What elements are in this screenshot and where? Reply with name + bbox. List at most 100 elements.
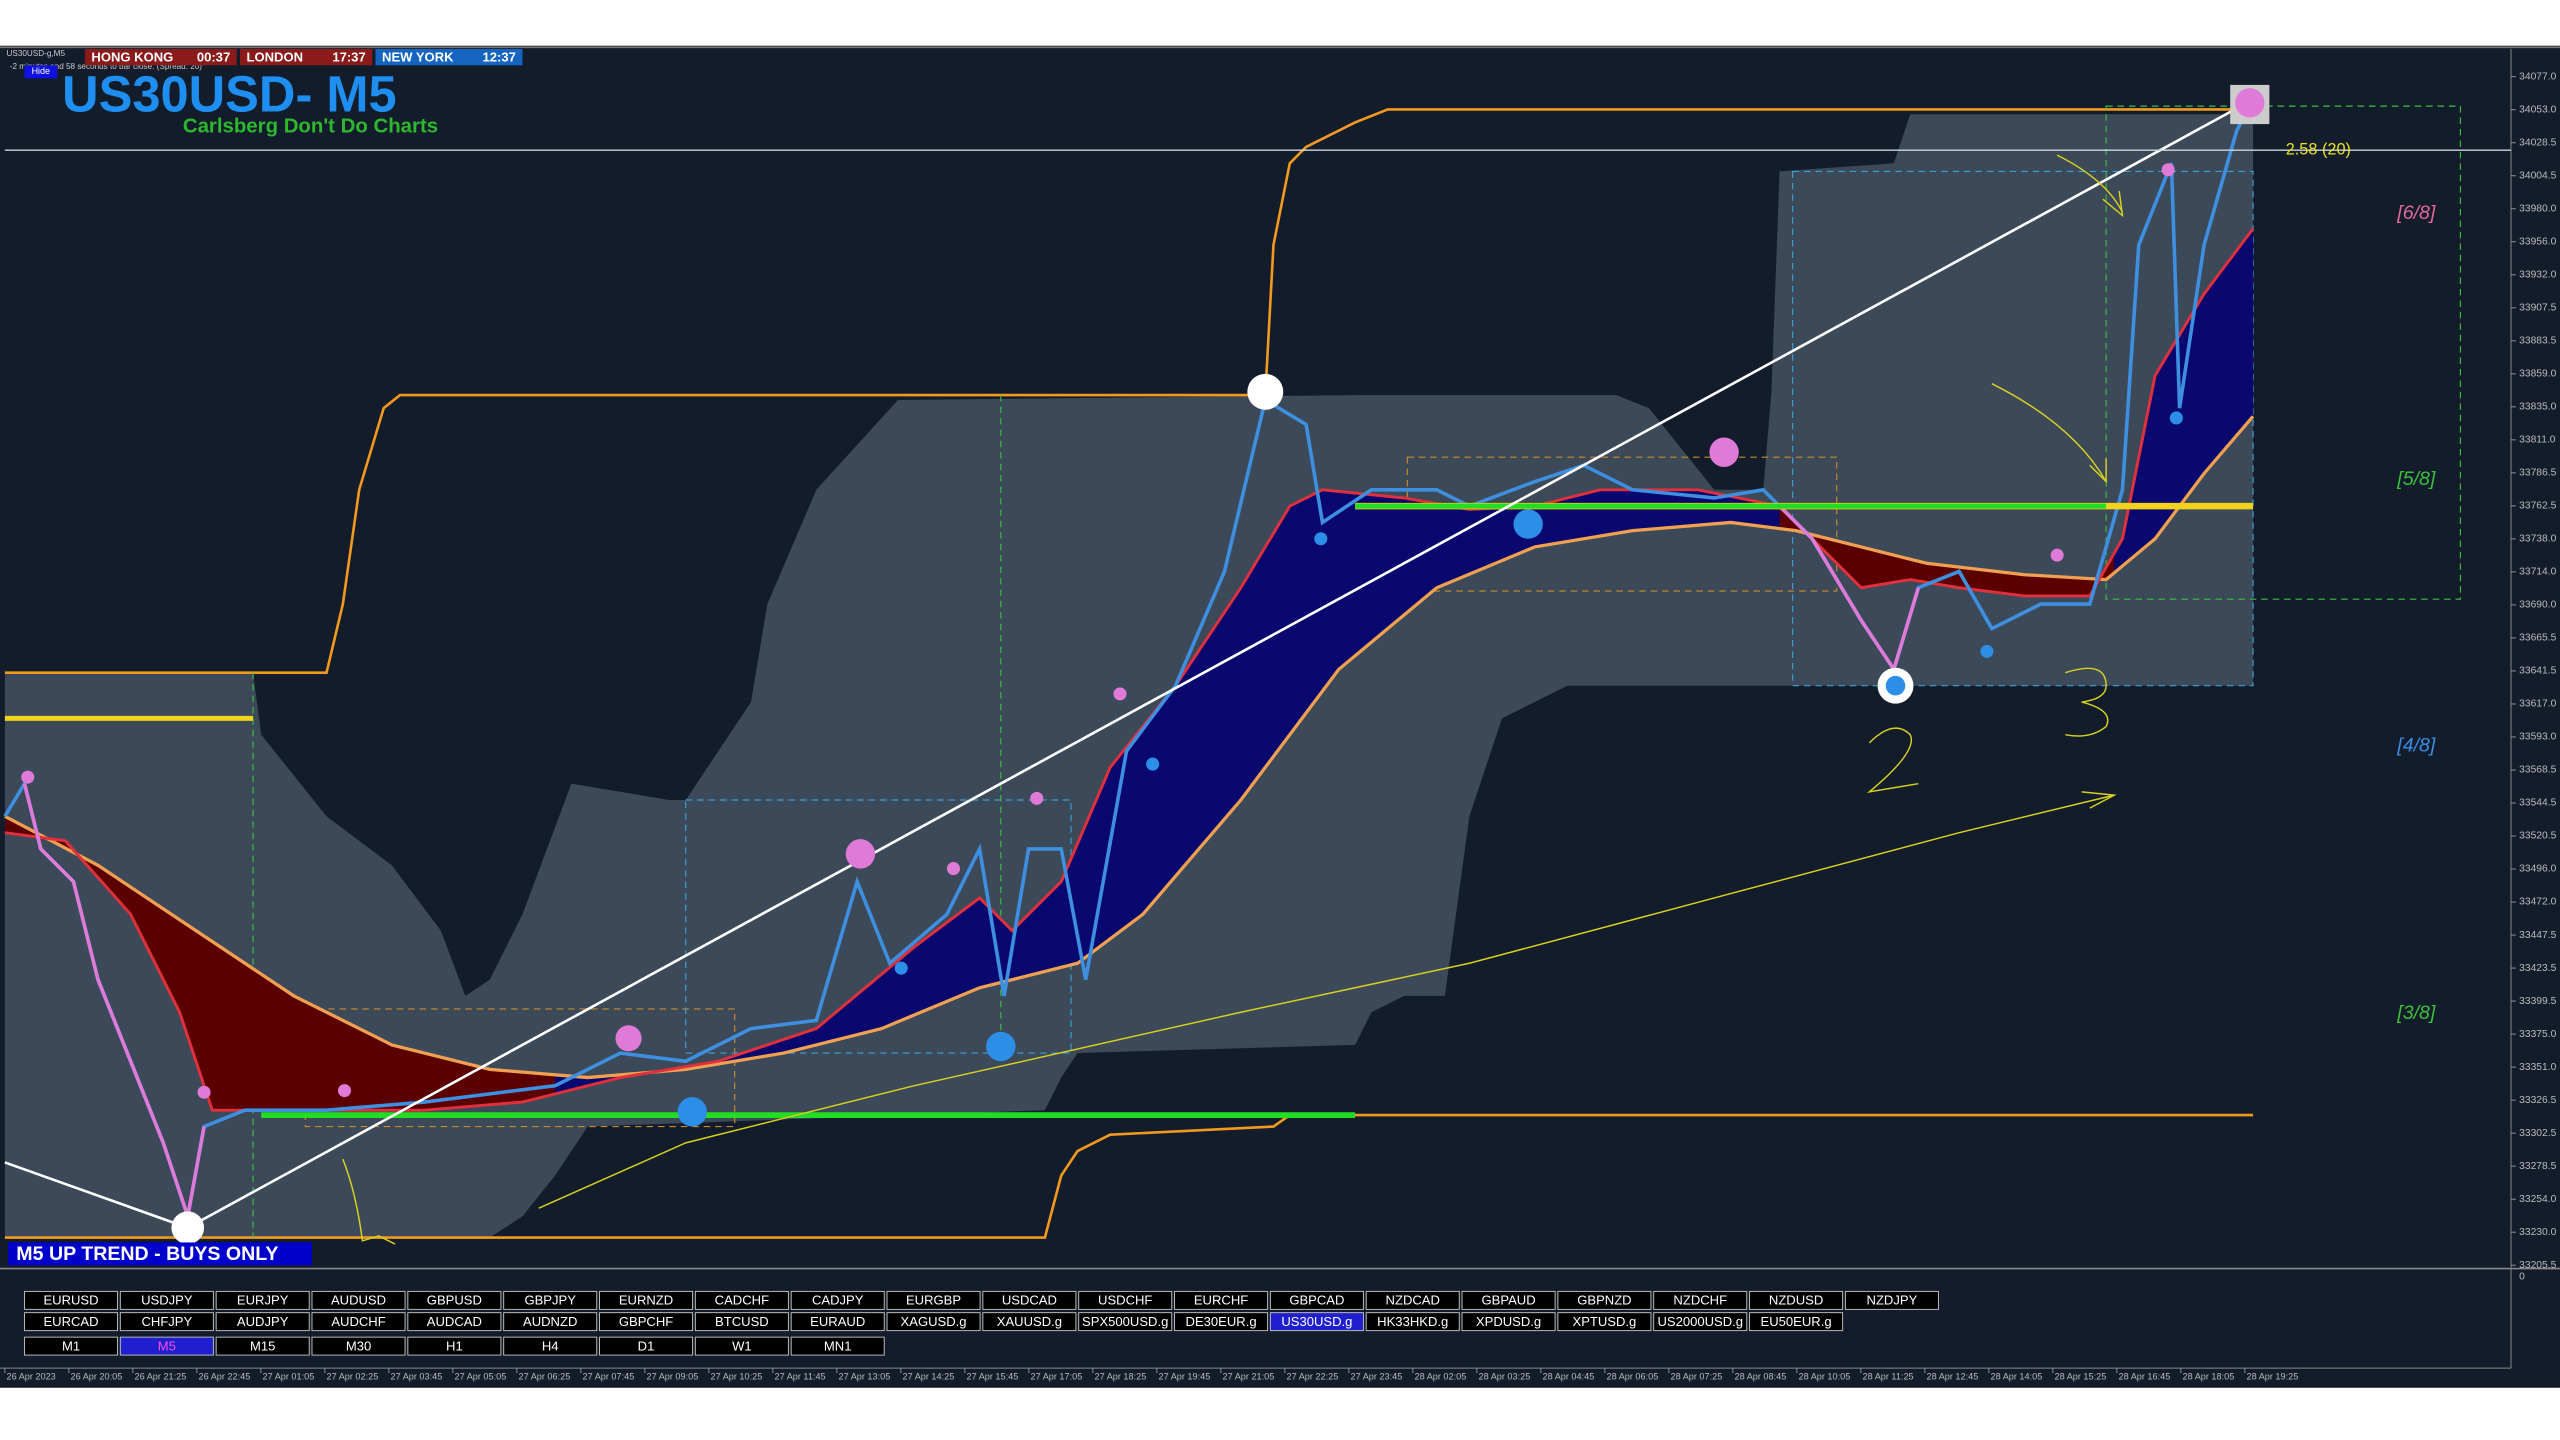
button-label[interactable]: NZDJPY: [1867, 1293, 1918, 1308]
button-bg[interactable]: [694, 1290, 789, 1310]
button-label[interactable]: EURAUD: [810, 1314, 865, 1329]
button-bg[interactable]: [1844, 1290, 1939, 1310]
button-bg[interactable]: [311, 1290, 406, 1310]
button-label[interactable]: XAUUSD.g: [997, 1314, 1062, 1329]
button-label[interactable]: XPTUSD.g: [1573, 1314, 1637, 1329]
button-label[interactable]: AUDCAD: [427, 1314, 482, 1329]
button-label[interactable]: EURUSD: [43, 1293, 98, 1308]
button-bg[interactable]: [311, 1336, 406, 1356]
button-label[interactable]: XAGUSD.g: [901, 1314, 967, 1329]
button-label[interactable]: CADJPY: [812, 1293, 864, 1308]
button-bg[interactable]: [1078, 1290, 1173, 1310]
button-bg[interactable]: [1557, 1312, 1652, 1332]
button-label[interactable]: GBPAUD: [1482, 1293, 1536, 1308]
button-label[interactable]: GBPCHF: [619, 1314, 673, 1329]
button-bg[interactable]: [407, 1336, 502, 1356]
button-bg[interactable]: [119, 1336, 214, 1356]
button-bg[interactable]: [1078, 1312, 1173, 1332]
button-bg[interactable]: [1653, 1312, 1748, 1332]
button-label[interactable]: EURCAD: [43, 1314, 98, 1329]
button-label[interactable]: EU50EUR.g: [1761, 1314, 1832, 1329]
button-bg[interactable]: [1269, 1312, 1364, 1332]
button-bg[interactable]: [23, 1336, 119, 1356]
button-label[interactable]: XPDUSD.g: [1476, 1314, 1541, 1329]
hide-button[interactable]: Hide: [32, 66, 50, 76]
button-label[interactable]: BTCUSD: [715, 1314, 769, 1329]
button-bg[interactable]: [599, 1312, 694, 1332]
button-bg[interactable]: [503, 1336, 598, 1356]
button-label[interactable]: CHFJPY: [141, 1314, 192, 1329]
button-label[interactable]: GBPCAD: [1289, 1293, 1344, 1308]
button-label[interactable]: US30USD.g: [1281, 1314, 1352, 1329]
button-label[interactable]: CADCHF: [715, 1293, 769, 1308]
button-bg[interactable]: [1749, 1290, 1844, 1310]
button-bg[interactable]: [1365, 1290, 1460, 1310]
button-bg[interactable]: [1365, 1312, 1460, 1332]
button-bg[interactable]: [886, 1312, 981, 1332]
button-label[interactable]: USDJPY: [141, 1293, 193, 1308]
button-bg[interactable]: [503, 1312, 598, 1332]
window-caption: US30USD-g,M5: [7, 49, 66, 58]
button-label[interactable]: AUDNZD: [523, 1314, 577, 1329]
button-bg[interactable]: [119, 1312, 214, 1332]
button-label[interactable]: AUDCHF: [331, 1314, 385, 1329]
button-label[interactable]: AUDJPY: [237, 1314, 289, 1329]
button-bg[interactable]: [1174, 1312, 1269, 1332]
button-label[interactable]: MN1: [824, 1338, 852, 1353]
button-bg[interactable]: [215, 1336, 310, 1356]
button-bg[interactable]: [311, 1312, 406, 1332]
signal-dot: [1709, 437, 1739, 467]
button-label[interactable]: USDCAD: [1002, 1293, 1057, 1308]
button-bg[interactable]: [1749, 1312, 1844, 1332]
button-bg[interactable]: [23, 1290, 119, 1310]
button-label[interactable]: W1: [732, 1338, 752, 1353]
button-label[interactable]: NZDCHF: [1673, 1293, 1727, 1308]
button-bg[interactable]: [790, 1312, 885, 1332]
button-label[interactable]: M1: [62, 1338, 80, 1353]
button-label[interactable]: EURJPY: [237, 1293, 289, 1308]
button-bg[interactable]: [982, 1290, 1077, 1310]
button-label[interactable]: M5: [158, 1338, 176, 1353]
button-label[interactable]: GBPJPY: [524, 1293, 576, 1308]
button-bg[interactable]: [1557, 1290, 1652, 1310]
button-label[interactable]: H4: [542, 1338, 559, 1353]
button-bg[interactable]: [1174, 1290, 1269, 1310]
button-bg[interactable]: [119, 1290, 214, 1310]
button-label[interactable]: EURGBP: [906, 1293, 961, 1308]
button-bg[interactable]: [599, 1336, 694, 1356]
button-bg[interactable]: [1653, 1290, 1748, 1310]
button-bg[interactable]: [215, 1312, 310, 1332]
button-label[interactable]: NZDCAD: [1386, 1293, 1440, 1308]
button-bg[interactable]: [982, 1312, 1077, 1332]
button-label[interactable]: M15: [250, 1338, 275, 1353]
button-bg[interactable]: [886, 1290, 981, 1310]
button-label[interactable]: US2000USD.g: [1657, 1314, 1743, 1329]
button-label[interactable]: AUDUSD: [331, 1293, 386, 1308]
button-label[interactable]: GBPNZD: [1577, 1293, 1631, 1308]
button-bg[interactable]: [23, 1312, 119, 1332]
button-bg[interactable]: [215, 1290, 310, 1310]
button-bg[interactable]: [1269, 1290, 1364, 1310]
button-bg[interactable]: [790, 1290, 885, 1310]
button-label[interactable]: D1: [638, 1338, 655, 1353]
button-bg[interactable]: [694, 1336, 789, 1356]
button-bg[interactable]: [694, 1312, 789, 1332]
button-label[interactable]: H1: [446, 1338, 463, 1353]
button-label[interactable]: HK33HKD.g: [1377, 1314, 1448, 1329]
button-label[interactable]: USDCHF: [1098, 1293, 1152, 1308]
button-bg[interactable]: [1461, 1312, 1556, 1332]
button-label[interactable]: DE30EUR.g: [1186, 1314, 1257, 1329]
hide-button-bg[interactable]: [24, 65, 58, 79]
button-label[interactable]: EURNZD: [619, 1293, 673, 1308]
button-bg[interactable]: [503, 1290, 598, 1310]
button-bg[interactable]: [790, 1336, 885, 1356]
button-bg[interactable]: [407, 1290, 502, 1310]
button-label[interactable]: M30: [346, 1338, 371, 1353]
button-label[interactable]: NZDUSD: [1769, 1293, 1823, 1308]
button-label[interactable]: EURCHF: [1194, 1293, 1248, 1308]
button-label[interactable]: SPX500USD.g: [1082, 1314, 1168, 1329]
button-bg[interactable]: [407, 1312, 502, 1332]
button-bg[interactable]: [1461, 1290, 1556, 1310]
button-label[interactable]: GBPUSD: [427, 1293, 482, 1308]
button-bg[interactable]: [599, 1290, 694, 1310]
